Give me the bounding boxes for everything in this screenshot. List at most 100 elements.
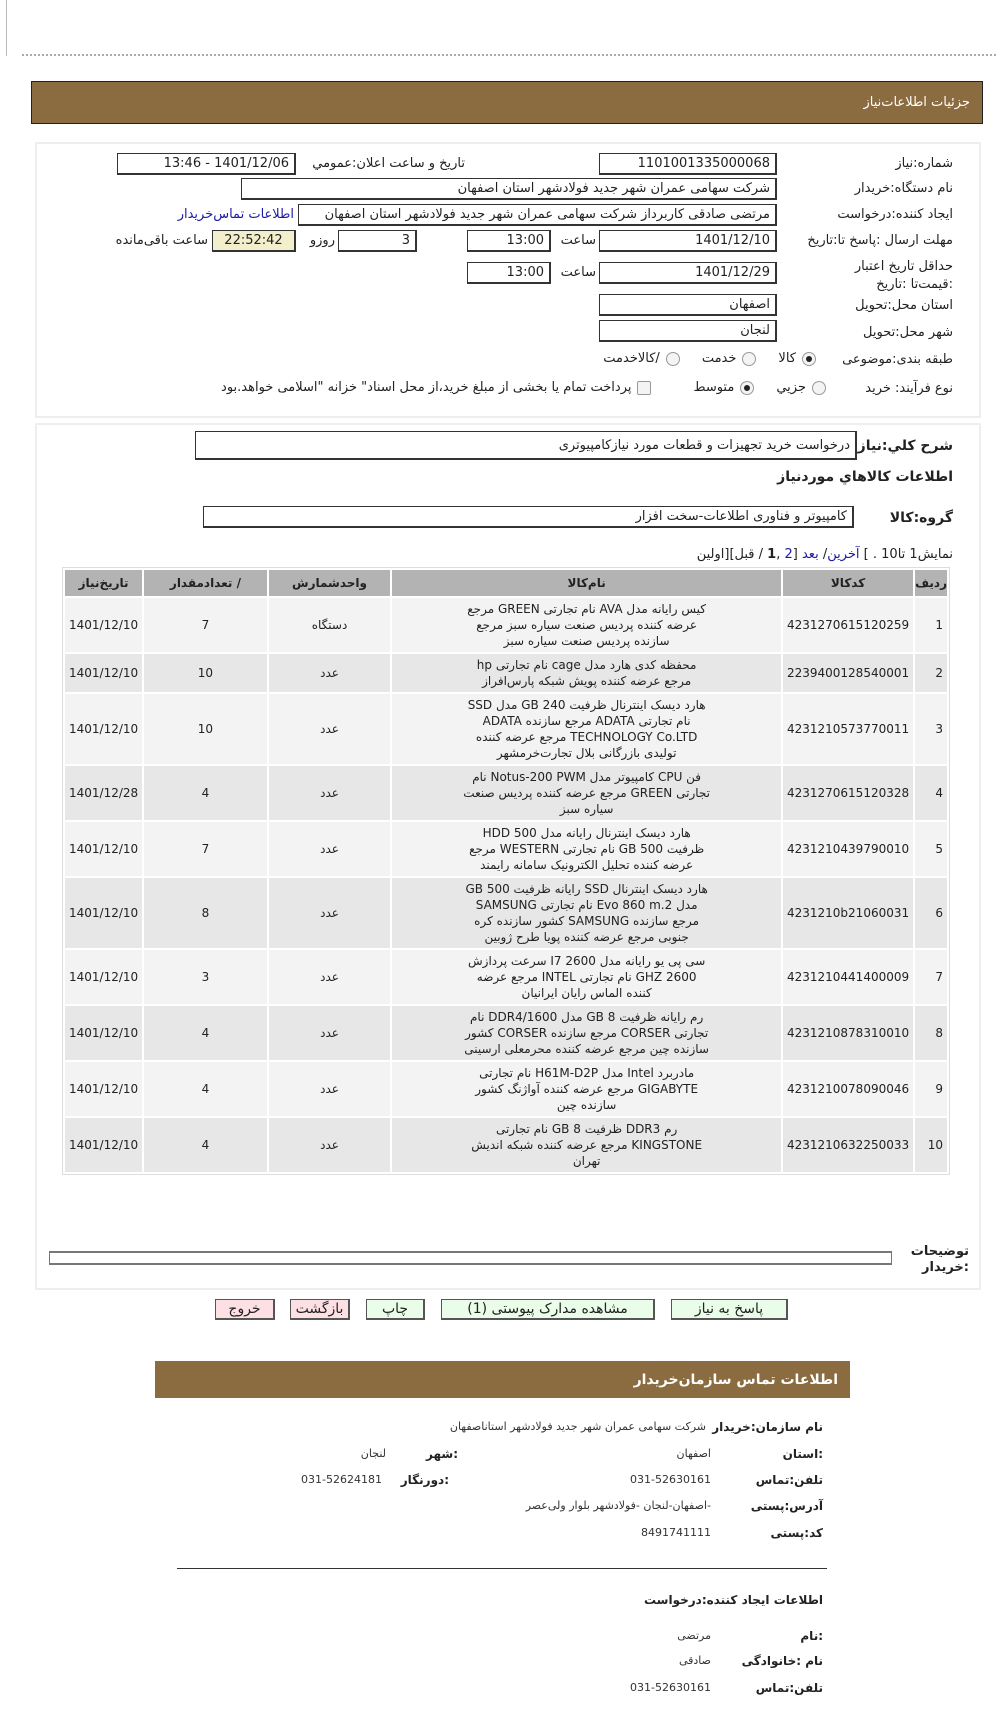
reply-button[interactable]: پاسخ به نیاز — [671, 1299, 788, 1320]
goods-group-field: کامپیوتر و فناوری اطلاعات-سخت افزار — [203, 506, 854, 528]
org-label: نام سازمان:خریدار — [712, 1420, 823, 1434]
row-unit: عدد — [268, 654, 391, 692]
row-unit: عدد — [268, 1006, 391, 1060]
col-qty: / تعدادمقدار — [144, 570, 267, 596]
category-option-both[interactable]: /کالاخدمت — [603, 351, 680, 366]
row-name: محفظه کدی هارد مدل cage نام تجارتی hp مر… — [392, 654, 781, 692]
days-label: روزو — [309, 233, 335, 248]
row-name: رم DDR3 ظرفیت 8 GB نام تجارتی KINGSTONE … — [392, 1118, 781, 1172]
table-row: 2 2239400128540001 محفظه کدی هارد مدل cage… — [65, 654, 947, 692]
creator-family-label: نام :خانوادگی — [741, 1654, 823, 1668]
deadline-time-field: 13:00 — [467, 230, 551, 252]
buyer-contact-link[interactable]: اطلاعات تماس‌خریدار — [177, 207, 294, 222]
fax-label: :دورنگار — [400, 1473, 449, 1487]
row-code: 4231210573770011 — [782, 694, 914, 764]
row-unit: عدد — [268, 1062, 391, 1116]
phone-value: 031-52630161 — [630, 1473, 711, 1486]
validity-date-field: 1401/12/29 — [599, 262, 777, 284]
radio-selected-icon[interactable] — [740, 380, 755, 395]
row-name: فن CPU کامپیوتر مدل Notus-200 PWM نام تج… — [392, 766, 781, 820]
row-date: 1401/12/10 — [65, 822, 143, 876]
need-number-field: 1101001335000068 — [599, 153, 777, 175]
creator-info-title: اطلاعات ایجاد کننده:درخواست — [643, 1593, 823, 1607]
row-code: 4231270615120328 — [782, 766, 914, 820]
back-button[interactable]: بازگشت — [290, 1299, 350, 1320]
row-index: 6 — [915, 878, 947, 948]
exit-button[interactable]: خروج — [215, 1299, 275, 1320]
city-label: شهر محل:تحویل — [863, 325, 953, 340]
row-unit: دستگاه — [268, 598, 391, 652]
row-date: 1401/12/28 — [65, 766, 143, 820]
row-unit: عدد — [268, 766, 391, 820]
remarks-field — [49, 1251, 892, 1265]
row-date: 1401/12/10 — [65, 1118, 143, 1172]
creator-field: مرتضی صادقی کاربرداز شرکت سهامی عمران شه… — [298, 204, 777, 226]
radio-icon[interactable] — [812, 380, 826, 395]
row-unit: عدد — [268, 822, 391, 876]
deadline-time-label: ساعت — [560, 233, 596, 248]
goods-table: ردیف کدکالا نام‌کالا واحدشمارش / تعدادمق… — [62, 567, 950, 1175]
creator-name-value: مرتضی — [677, 1629, 711, 1642]
process-label: نوع فرآیند: خرید — [865, 381, 953, 396]
table-row: 6 4231210b21060031 هارد دیسک اینترنال SSD … — [65, 878, 947, 948]
row-name: سی پی یو رایانه مدل I7 2600 سرعت پردازش … — [392, 950, 781, 1004]
radio-icon[interactable] — [742, 351, 757, 366]
creator-phone-label: تلفن:تماس — [755, 1681, 823, 1695]
radio-icon[interactable] — [665, 351, 680, 366]
row-unit: عدد — [268, 950, 391, 1004]
table-row: 7 4231210441400009 سی پی یو رایانه مدل I7 … — [65, 950, 947, 1004]
row-index: 10 — [915, 1118, 947, 1172]
remarks-label: توضیحات :خریدار — [910, 1244, 969, 1275]
top-divider — [22, 54, 996, 56]
contact-title: اطلاعات تماس سازمان‌خریدار — [633, 1371, 838, 1388]
row-date: 1401/12/10 — [65, 598, 143, 652]
col-unit: واحدشمارش — [268, 570, 391, 596]
row-index: 4 — [915, 766, 947, 820]
process-option-medium[interactable]: متوسط — [693, 380, 755, 395]
row-index: 8 — [915, 1006, 947, 1060]
city-contact-label: :شهر — [426, 1447, 458, 1461]
table-row: 5 4231210439790010 هارد دیسک اینترنال رایا… — [65, 822, 947, 876]
category-radio-group: کالا خدمت /کالاخدمت — [581, 351, 816, 366]
row-qty: 10 — [144, 694, 267, 764]
row-name: هارد دیسک اینترنال ظرفیت 240 GB مدل SSD … — [392, 694, 781, 764]
remaining-time-field: 22:52:42 — [212, 230, 296, 252]
row-date: 1401/12/10 — [65, 694, 143, 764]
row-date: 1401/12/10 — [65, 878, 143, 948]
checkbox-icon[interactable] — [637, 380, 652, 395]
address-value: -اصفهان-لنجان -فولادشهر بلوار ولی‌عصر — [525, 1499, 711, 1512]
province-label: استان محل:تحویل — [855, 298, 953, 313]
treasury-checkbox[interactable]: پرداخت تمام یا بخشی از مبلغ خرید،از محل … — [221, 380, 652, 395]
row-code: 4231210078090046 — [782, 1062, 914, 1116]
table-row: 8 4231210878310010 رم رایانه ظرفیت 8 GB مد… — [65, 1006, 947, 1060]
row-code: 2239400128540001 — [782, 654, 914, 692]
row-name: هارد دیسک اینترنال رایانه مدل HDD 500 ظر… — [392, 822, 781, 876]
radio-selected-icon[interactable] — [802, 351, 816, 366]
pager-last-link[interactable]: آخرین — [827, 547, 860, 562]
org-value: شرکت سهامی عمران شهر جدید فولادشهر استان… — [449, 1420, 706, 1433]
pager-next-link[interactable]: بعد — [801, 547, 819, 562]
process-option-partial[interactable]: جزيي — [776, 380, 826, 395]
print-button[interactable]: چاپ — [366, 1299, 425, 1320]
category-option-goods[interactable]: کالا — [778, 351, 816, 366]
row-qty: 4 — [144, 1062, 267, 1116]
creator-label: ایجاد کننده:درخواست — [837, 207, 953, 222]
category-option-service[interactable]: خدمت — [702, 351, 757, 366]
pagination: نمایش1 تا10 . ] آخرین/ بعد [2 ,1 / قبل][… — [696, 547, 953, 562]
row-unit: عدد — [268, 1118, 391, 1172]
attachments-button[interactable]: مشاهده مدارک پیوستی (1) — [441, 1299, 655, 1320]
page-title: جزئیات اطلاعات‌نیاز — [863, 95, 970, 110]
row-date: 1401/12/10 — [65, 654, 143, 692]
row-name: کیس رایانه مدل AVA نام تجارتی GREEN مرجع… — [392, 598, 781, 652]
row-qty: 7 — [144, 598, 267, 652]
validity-time-field: 13:00 — [467, 262, 551, 284]
row-date: 1401/12/10 — [65, 1006, 143, 1060]
need-number-label: شماره:نیاز — [895, 156, 953, 171]
validity-time-label: ساعت — [560, 265, 596, 280]
row-index: 5 — [915, 822, 947, 876]
announce-field: 1401/12/06 - 13:46 — [117, 153, 296, 175]
col-date: تاریخ‌نیاز — [65, 570, 143, 596]
row-qty: 7 — [144, 822, 267, 876]
city-field: لنجان — [599, 320, 777, 342]
pager-page-2[interactable]: 2 — [784, 547, 793, 562]
